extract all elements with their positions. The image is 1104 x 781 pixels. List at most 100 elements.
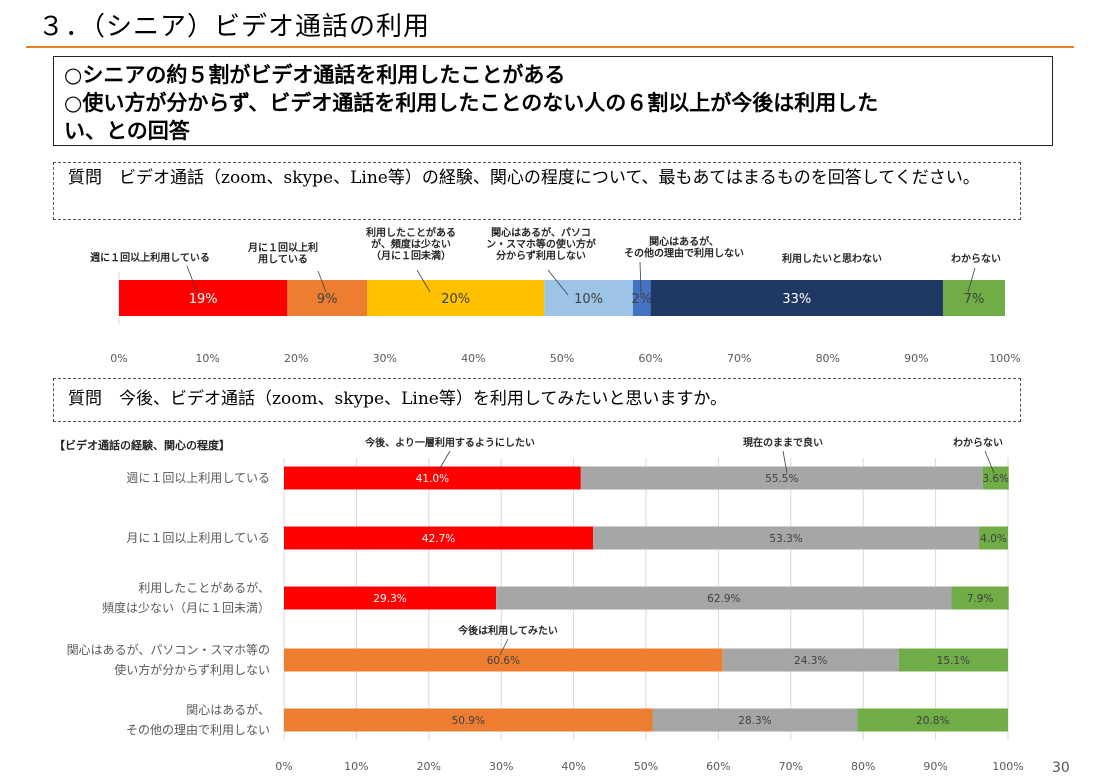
chart2-category-label: その他の理由で利用しない xyxy=(126,723,270,737)
chart1-legend-label: 利用したいと思わない xyxy=(782,252,882,265)
chart1-x-tick: 50% xyxy=(550,352,574,365)
chart1-data-label: 7% xyxy=(964,292,985,307)
chart1-legend-label: （月に１回未満） xyxy=(371,249,451,262)
chart2-bar-segment xyxy=(284,648,723,672)
chart1-bar-segment xyxy=(367,280,545,316)
chart1-bar-segment xyxy=(942,280,1005,316)
summary-line-3: い、との回答 xyxy=(64,119,190,143)
chart2-data-label: 42.7% xyxy=(422,533,455,545)
chart1-bar-segment xyxy=(119,280,288,316)
chart2-data-label: 60.6% xyxy=(487,655,520,667)
chart1-legend-label: ン・スマホ等の使い方が xyxy=(486,238,597,251)
chart1-data-label: 19% xyxy=(189,292,218,307)
chart2-bar-segment xyxy=(982,466,1009,490)
chart1-x-tick: 30% xyxy=(373,352,397,365)
chart1-legend-label: わからない xyxy=(951,253,1001,265)
chart2-data-label: 55.5% xyxy=(765,473,798,485)
chart1-data-label: 10% xyxy=(574,292,603,307)
question-2-box: 質問 今後、ビデオ通話（zoom、skype、Line等）を利用してみたいと思い… xyxy=(53,378,1021,422)
question-1-box: 質問 ビデオ通話（zoom、skype、Line等）の経験、関心の程度について、… xyxy=(53,162,1021,220)
chart1-x-tick: 0% xyxy=(110,352,127,365)
chart1-leader-line xyxy=(317,270,327,293)
chart2-data-label: 53.3% xyxy=(769,533,802,545)
chart2-data-label: 4.0% xyxy=(980,533,1007,545)
chart2-leader-line xyxy=(499,638,509,656)
chart2-data-label: 28.3% xyxy=(738,715,771,727)
chart1-leader-line xyxy=(416,269,431,293)
chart2-bar-segment xyxy=(652,708,858,732)
chart1-legend-label: 関心はあるが、パソコ xyxy=(491,226,591,239)
chart2-bar-segment xyxy=(898,648,1008,672)
chart2-category-header: 【ビデオ通話の経験、関心の程度】 xyxy=(54,438,230,452)
chart1-x-tick: 20% xyxy=(284,352,308,365)
summary-line-2: ○使い方が分からず、ビデオ通話を利用したことのない人の６割以上が今後は利用した xyxy=(64,91,879,115)
chart2-category-label: 利用したことがあるが、 xyxy=(138,580,270,595)
chart2-data-label: 20.8% xyxy=(916,715,949,727)
chart1-legend-label: 分からず利用しない xyxy=(496,249,586,262)
chart2-x-tick: 100% xyxy=(992,760,1023,773)
chart1-data-label: 20% xyxy=(441,292,470,307)
chart2-data-label: 15.1% xyxy=(937,655,970,667)
chart2-bar-segment xyxy=(284,466,581,490)
chart2-data-label: 62.9% xyxy=(707,593,740,605)
chart2-bar-segment xyxy=(593,526,980,550)
chart2-legend-label: わからない xyxy=(953,437,1003,449)
chart1-legend-label: 関心はあるが、 xyxy=(649,235,719,248)
chart2-bar-segment xyxy=(857,708,1008,732)
chart2-bar-segment xyxy=(722,648,899,672)
chart1-x-tick: 10% xyxy=(195,352,219,365)
chart1-x-tick: 90% xyxy=(904,352,928,365)
chart2-x-tick: 30% xyxy=(489,760,513,773)
chart2-category-label: 頻度は少ない（月に１回未満） xyxy=(102,600,270,615)
chart1-data-label: 33% xyxy=(782,292,811,307)
chart1-leader-line xyxy=(186,265,198,293)
chart1-legend-label: 週に１回以上利用している xyxy=(90,251,210,264)
chart1-legend-label: が、頻度は少ない xyxy=(371,238,451,251)
chart2-leader-line xyxy=(436,450,451,474)
chart1-legend-label: 月に１回以上利 xyxy=(247,241,318,254)
chart1-bar-segment xyxy=(544,280,633,316)
chart1-leader-line xyxy=(547,269,569,296)
chart1-leader-line xyxy=(967,267,976,293)
chart2-category-label: 月に１回以上利用している xyxy=(126,531,270,545)
chart2-data-label: 24.3% xyxy=(794,655,827,667)
chart2-leader-line xyxy=(782,450,788,474)
chart2-x-tick: 80% xyxy=(851,760,875,773)
page-number: 30 xyxy=(1052,760,1070,776)
chart1-bar-segment xyxy=(287,280,368,316)
chart2-bar-segment xyxy=(284,526,594,550)
summary-box: ○シニアの約５割がビデオ通話を利用したことがある ○使い方が分からず、ビデオ通話… xyxy=(53,56,1053,146)
chart2-x-tick: 50% xyxy=(634,760,658,773)
chart2-data-label: 50.9% xyxy=(452,715,485,727)
chart2-category-label: 週に１回以上利用している xyxy=(126,471,270,485)
chart2-bar-segment xyxy=(580,466,983,490)
chart2-data-label: 7.9% xyxy=(967,593,994,605)
chart1-x-tick: 70% xyxy=(727,352,751,365)
chart2-x-tick: 20% xyxy=(417,760,441,773)
chart2-bar-segment xyxy=(284,586,497,610)
chart2-bar-segment xyxy=(951,586,1009,610)
chart1-legend-label: 用している xyxy=(257,254,308,266)
chart2-legend-label: 今後、より一層利用するようにしたい xyxy=(364,436,535,449)
chart1-legend-label: 利用したことがある xyxy=(366,226,456,239)
chart2-category-label: 使い方が分からず利用しない xyxy=(114,662,270,677)
chart2-bar-segment xyxy=(496,586,952,610)
title-underline xyxy=(26,46,1074,48)
chart2-x-tick: 60% xyxy=(706,760,730,773)
chart2-bar-segment xyxy=(979,526,1008,550)
chart2-x-tick: 0% xyxy=(275,760,292,773)
chart2-category-label: 関心はあるが、パソコン・スマホ等の xyxy=(67,642,270,657)
chart2-data-label: 3.6% xyxy=(982,473,1009,485)
chart1-bar-segment xyxy=(650,280,943,316)
chart2-data-label: 41.0% xyxy=(416,473,449,485)
chart1-x-tick: 60% xyxy=(638,352,662,365)
chart1-x-tick: 80% xyxy=(816,352,840,365)
chart2-data-label: 29.3% xyxy=(373,593,406,605)
chart1-legend-label: その他の理由で利用しない xyxy=(624,247,744,260)
chart2-x-tick: 10% xyxy=(344,760,368,773)
chart1-data-label: 9% xyxy=(317,292,338,307)
summary-line-1: ○シニアの約５割がビデオ通話を利用したことがある xyxy=(64,63,566,87)
chart1-data-label: 2% xyxy=(631,292,652,307)
chart2-x-tick: 40% xyxy=(561,760,585,773)
